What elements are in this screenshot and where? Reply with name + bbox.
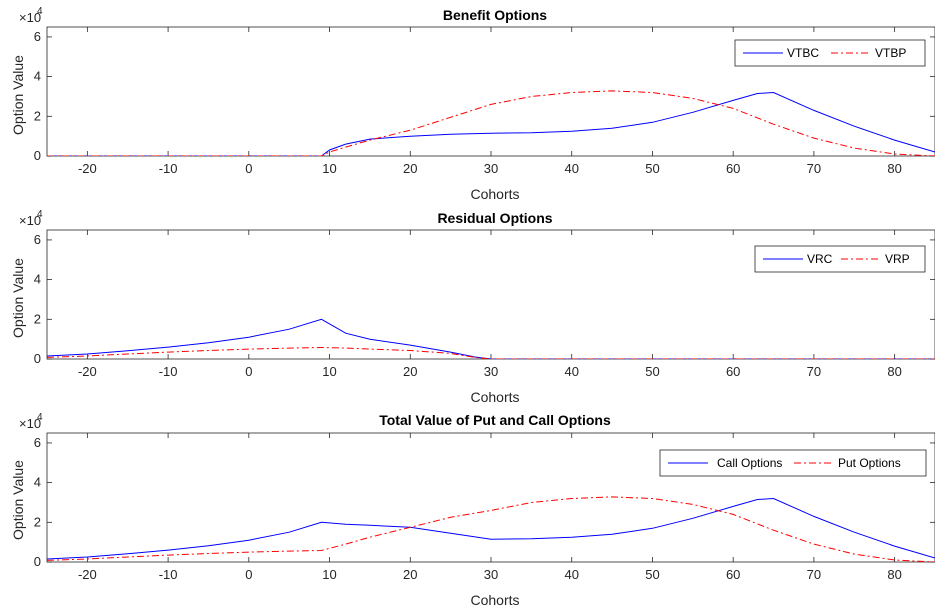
x-tick-label: 80 xyxy=(887,567,901,582)
plot-area: -20 -10 0 10 20 30 40 50 60 70 80 0 2 4 6 xyxy=(34,229,935,379)
x-tick-label: 50 xyxy=(645,161,659,176)
x-tick-label: 10 xyxy=(322,161,336,176)
y-axis-multiplier: ×10 4 xyxy=(19,412,43,431)
x-tick-label: 40 xyxy=(564,567,578,582)
y-tick-label: 2 xyxy=(34,311,41,326)
y-axis-multiplier-exponent: 4 xyxy=(37,6,43,17)
y-axis-label: Option Value xyxy=(10,460,26,540)
y-tick-label: 2 xyxy=(34,108,41,123)
x-axis-label: Cohorts xyxy=(470,592,519,608)
series-line-vtbp xyxy=(47,90,935,156)
y-axis-label: Option Value xyxy=(10,258,26,338)
x-tick-label: 70 xyxy=(807,567,821,582)
x-tick-label: -10 xyxy=(159,161,178,176)
x-tick-label: -10 xyxy=(159,567,178,582)
series-line-put-options xyxy=(47,496,935,562)
x-tick-label: 80 xyxy=(887,364,901,379)
x-tick-label: 0 xyxy=(245,161,252,176)
x-axis-label: Cohorts xyxy=(470,186,519,202)
plot-area: -20 -10 0 10 20 30 40 50 60 70 80 0 2 4 6 xyxy=(34,432,935,582)
legend-label-vtbc: VTBC xyxy=(787,46,819,60)
y-axis-multiplier: ×10 4 xyxy=(19,6,43,25)
x-tick-label: 30 xyxy=(484,161,498,176)
legend-label-vrc: VRC xyxy=(807,252,833,266)
legend-label-vtbp: VTBP xyxy=(875,46,906,60)
y-tick-label: 2 xyxy=(34,514,41,529)
x-tick-label: 0 xyxy=(245,567,252,582)
legend-box xyxy=(659,449,927,477)
y-axis-multiplier-base: ×10 xyxy=(19,213,41,228)
y-tick-label: 0 xyxy=(34,351,41,366)
x-tick-label: 40 xyxy=(564,161,578,176)
y-tick-label: 6 xyxy=(34,232,41,247)
x-axis-label: Cohorts xyxy=(470,389,519,405)
y-axis-multiplier: ×10 4 xyxy=(19,209,43,228)
y-tick-label: 6 xyxy=(34,435,41,450)
x-tick-label: 30 xyxy=(484,567,498,582)
legend-label-vrp: VRP xyxy=(885,252,910,266)
x-tick-label: -10 xyxy=(159,364,178,379)
legend: Call Options Put Options xyxy=(659,449,927,477)
x-tick-label: 50 xyxy=(645,567,659,582)
x-tick-label: 60 xyxy=(726,161,740,176)
x-tick-label: 60 xyxy=(726,364,740,379)
plot-area: -20 -10 0 10 20 30 40 50 60 70 80 0 2 4 6 xyxy=(34,26,935,176)
chart-title: Benefit Options xyxy=(443,7,547,23)
legend-label-call-options: Call Options xyxy=(717,456,782,470)
x-tick-label: 40 xyxy=(564,364,578,379)
x-tick-label: 10 xyxy=(322,364,336,379)
x-tick-label: 60 xyxy=(726,567,740,582)
x-tick-label: -20 xyxy=(78,567,97,582)
y-tick-label: 4 xyxy=(34,475,41,490)
x-tick-label: 10 xyxy=(322,567,336,582)
y-tick-label: 0 xyxy=(34,148,41,163)
x-tick-label: 20 xyxy=(403,567,417,582)
y-axis-multiplier-base: ×10 xyxy=(19,416,41,431)
y-tick-label: 6 xyxy=(34,29,41,44)
x-tick-label: 30 xyxy=(484,364,498,379)
y-tick-label: 4 xyxy=(34,69,41,84)
y-axis-multiplier-exponent: 4 xyxy=(37,209,43,220)
y-axis-label: Option Value xyxy=(10,55,26,135)
series-line-call-options xyxy=(47,497,935,560)
chart-title: Residual Options xyxy=(437,210,552,226)
x-tick-label: 20 xyxy=(403,364,417,379)
series-line-vrp xyxy=(47,346,935,359)
legend: VRC VRP xyxy=(754,245,926,273)
chart-benefit-options: Benefit Options Option Value Cohorts ×10… xyxy=(10,6,935,202)
series-line-vtbc xyxy=(47,91,935,156)
y-axis-multiplier-exponent: 4 xyxy=(37,412,43,423)
legend-label-put-options: Put Options xyxy=(838,456,901,470)
y-tick-label: 0 xyxy=(34,554,41,569)
x-tick-label: 50 xyxy=(645,364,659,379)
chart-residual-options: Residual Options Option Value Cohorts ×1… xyxy=(10,209,935,405)
y-tick-label: 4 xyxy=(34,272,41,287)
x-tick-label: 80 xyxy=(887,161,901,176)
series-line-vrc xyxy=(47,318,935,359)
x-tick-label: 70 xyxy=(807,161,821,176)
x-tick-label: -20 xyxy=(78,364,97,379)
x-tick-label: -20 xyxy=(78,161,97,176)
legend: VTBC VTBP xyxy=(734,39,926,67)
x-tick-label: 0 xyxy=(245,364,252,379)
chart-total-value: Total Value of Put and Call Options Opti… xyxy=(10,412,935,608)
chart-title: Total Value of Put and Call Options xyxy=(379,412,611,428)
x-tick-label: 70 xyxy=(807,364,821,379)
x-tick-label: 20 xyxy=(403,161,417,176)
y-axis-multiplier-base: ×10 xyxy=(19,10,41,25)
